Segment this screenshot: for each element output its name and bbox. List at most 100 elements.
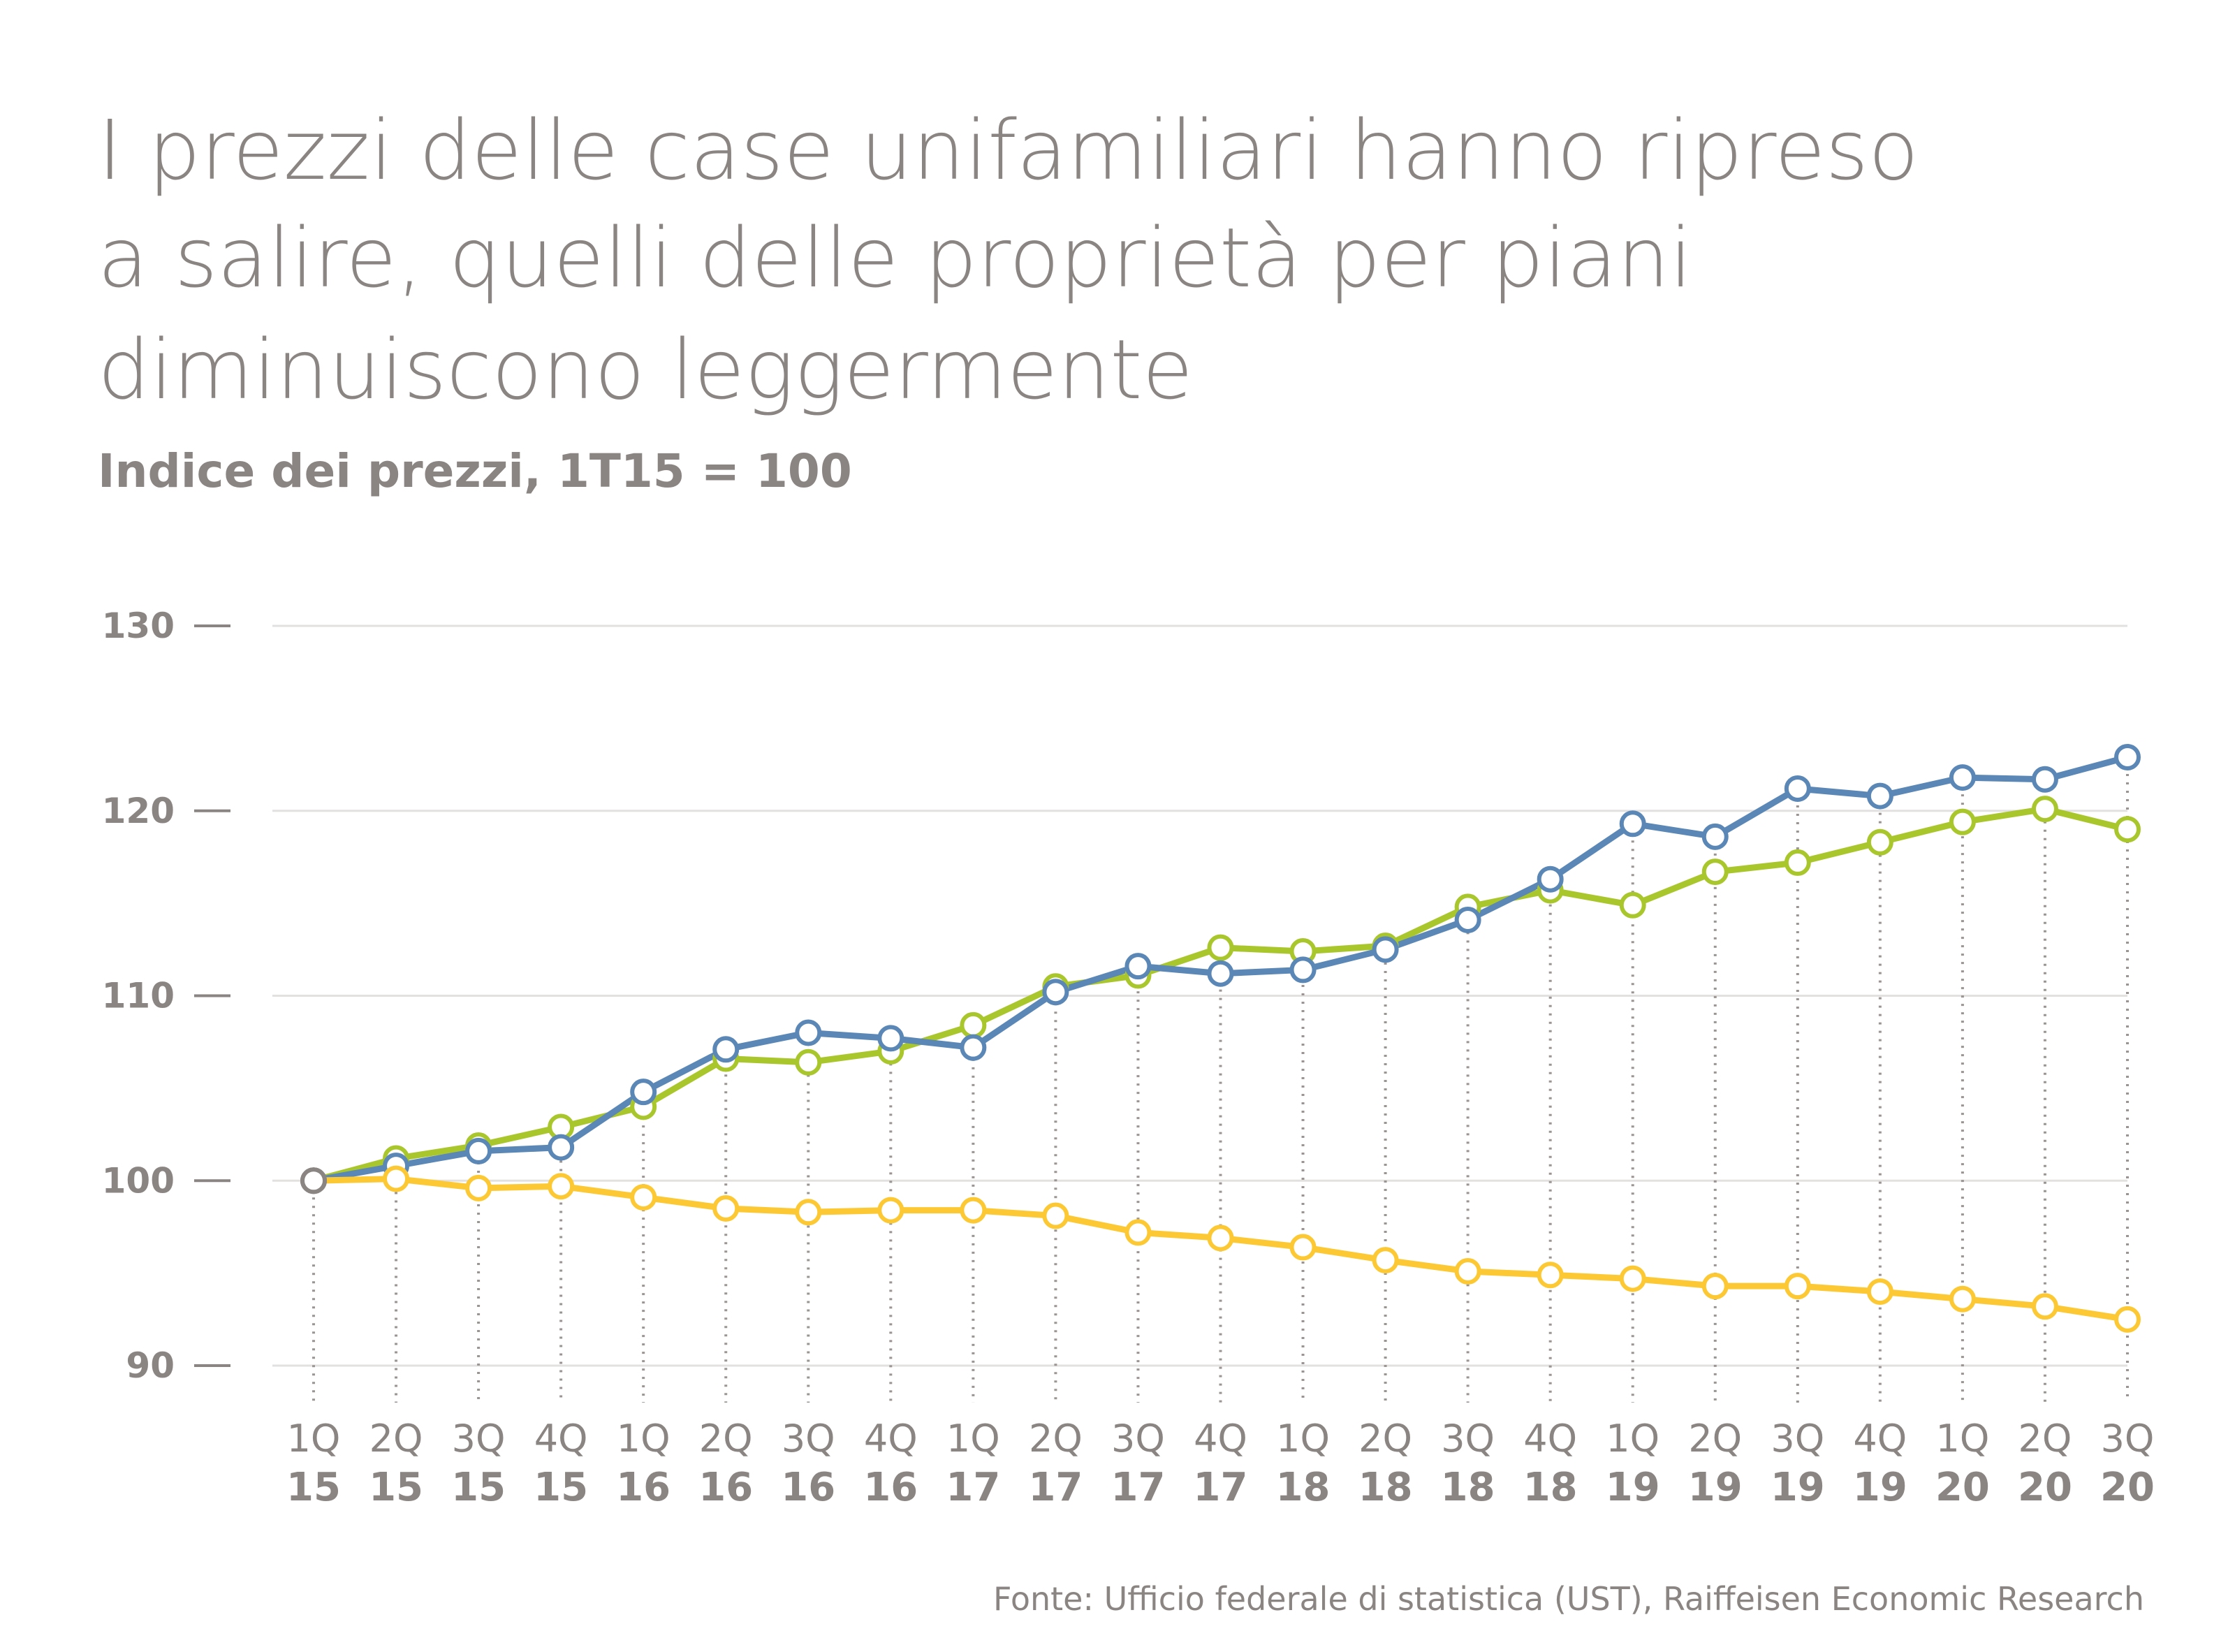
data-point <box>795 1048 822 1076</box>
x-year-label: 16 <box>698 1465 753 1510</box>
data-point <box>1372 936 1399 963</box>
data-point <box>795 1199 822 1226</box>
x-year-label: 19 <box>1688 1465 1743 1510</box>
x-quarter-label: 2Q <box>699 1417 753 1461</box>
x-quarter-label: 1Q <box>287 1417 341 1461</box>
x-quarter-label: 1Q <box>1606 1417 1659 1461</box>
x-quarter-label: 3Q <box>1771 1417 1824 1461</box>
series-yellow-markers <box>300 1165 2141 1333</box>
data-point <box>1454 906 1481 933</box>
y-tick-label: 120 <box>102 791 175 831</box>
grid: 90 100 110 120 130 <box>102 606 2127 1386</box>
title-line-1: I prezzi delle case unifamiliari hanno r… <box>98 102 1919 198</box>
data-point <box>1701 823 1729 850</box>
data-point <box>630 1079 657 1106</box>
data-point <box>1124 1219 1152 1246</box>
x-year-label: 19 <box>1771 1465 1825 1510</box>
x-quarter-label: 3Q <box>1441 1417 1495 1461</box>
x-quarter-label: 3Q <box>2101 1417 2155 1461</box>
data-point <box>712 1036 740 1063</box>
x-year-label: 15 <box>451 1465 506 1510</box>
data-point <box>300 1167 327 1194</box>
x-year-label: 17 <box>946 1465 1000 1510</box>
x-year-label: 17 <box>1028 1465 1083 1510</box>
subtitle: Indice dei prezzi, 1T15 = 100 <box>98 444 852 498</box>
x-quarter-label: 4Q <box>534 1417 588 1461</box>
data-point <box>1949 1285 1976 1313</box>
data-point <box>1619 810 1646 838</box>
data-point <box>877 1197 904 1224</box>
data-point <box>1207 1225 1234 1252</box>
x-year-label: 17 <box>1111 1465 1165 1510</box>
x-year-label: 18 <box>1523 1465 1578 1510</box>
x-year-label: 17 <box>1194 1465 1248 1510</box>
data-point <box>1454 1257 1481 1285</box>
data-point <box>2114 816 2141 843</box>
data-point <box>630 1184 657 1211</box>
x-year-label: 16 <box>781 1465 835 1510</box>
data-point <box>1042 1202 1069 1229</box>
data-point <box>465 1174 492 1201</box>
x-year-label: 15 <box>369 1465 423 1510</box>
x-quarter-label: 2Q <box>1358 1417 1412 1461</box>
data-point <box>2031 766 2058 793</box>
x-quarter-label: 2Q <box>1688 1417 1742 1461</box>
x-quarter-label: 1Q <box>946 1417 1000 1461</box>
y-tick-label: 100 <box>102 1160 175 1201</box>
x-quarter-label: 4Q <box>864 1417 918 1461</box>
data-point <box>960 1034 987 1061</box>
x-year-label: 16 <box>863 1465 918 1510</box>
data-point <box>1949 808 1976 835</box>
x-quarter-label: 4Q <box>1853 1417 1907 1461</box>
data-point <box>548 1134 575 1161</box>
x-year-label: 20 <box>2100 1465 2155 1510</box>
data-point <box>877 1025 904 1052</box>
series-blue-markers <box>300 743 2141 1194</box>
data-point <box>1619 1265 1646 1292</box>
data-point <box>1784 849 1811 876</box>
x-quarter-label: 3Q <box>1111 1417 1165 1461</box>
data-point <box>1289 956 1317 984</box>
data-point <box>465 1137 492 1164</box>
x-quarter-label: 2Q <box>369 1417 423 1461</box>
x-year-label: 18 <box>1358 1465 1413 1510</box>
data-point <box>1537 1262 1564 1289</box>
data-point <box>1124 953 1152 980</box>
x-year-label: 20 <box>2018 1465 2072 1510</box>
data-point <box>1207 934 1234 961</box>
title-line-3: diminuiscono leggermente <box>98 321 1193 418</box>
x-year-label: 16 <box>616 1465 670 1510</box>
data-point <box>2114 1306 2141 1333</box>
data-point <box>1042 979 1069 1006</box>
data-point <box>1866 1278 1893 1306</box>
x-quarter-label: 4Q <box>1523 1417 1577 1461</box>
series-group <box>300 743 2141 1333</box>
x-year-label: 19 <box>1853 1465 1907 1510</box>
data-point <box>1784 1273 1811 1300</box>
data-point <box>1537 865 1564 893</box>
x-quarter-label: 4Q <box>1194 1417 1247 1461</box>
x-year-label: 18 <box>1441 1465 1495 1510</box>
x-quarter-label: 3Q <box>782 1417 835 1461</box>
x-quarter-label: 1Q <box>1935 1417 1989 1461</box>
title-line-2: a salire, quelli delle proprietà per pia… <box>98 210 1692 306</box>
data-point <box>1949 764 1976 791</box>
data-point <box>795 1019 822 1046</box>
x-quarter-label: 2Q <box>1029 1417 1083 1461</box>
x-quarter-label: 2Q <box>2018 1417 2072 1461</box>
data-point <box>960 1197 987 1224</box>
x-year-label: 15 <box>286 1465 341 1510</box>
x-quarter-label: 1Q <box>1276 1417 1330 1461</box>
data-point <box>1866 828 1893 856</box>
data-point <box>2114 743 2141 770</box>
data-point <box>2031 796 2058 823</box>
data-point <box>1372 1247 1399 1274</box>
x-year-label: 19 <box>1606 1465 1660 1510</box>
y-tick-label: 110 <box>102 976 175 1016</box>
data-point <box>548 1173 575 1200</box>
data-point <box>1701 1273 1729 1300</box>
x-year-label: 18 <box>1276 1465 1331 1510</box>
drop-lines <box>312 756 2129 1403</box>
data-point <box>1866 782 1893 810</box>
